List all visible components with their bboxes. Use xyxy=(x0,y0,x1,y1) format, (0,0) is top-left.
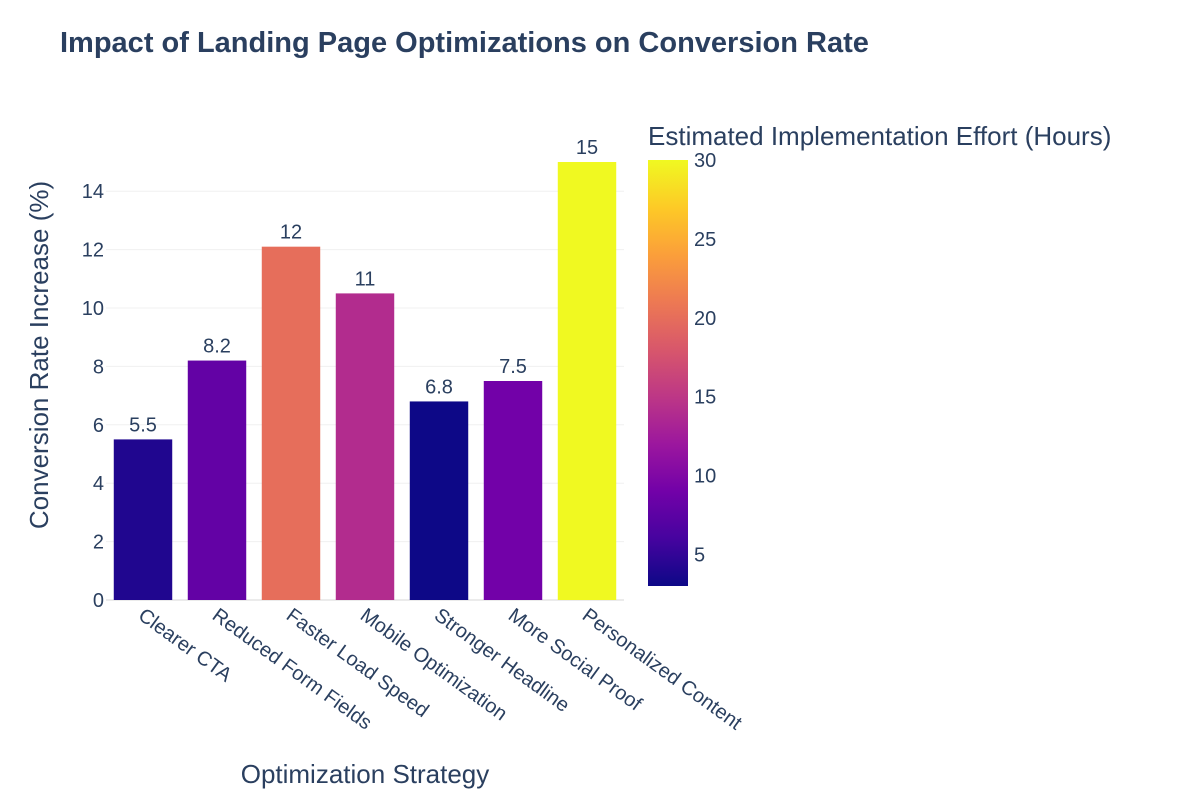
bar-value-label: 6.8 xyxy=(425,376,453,398)
colorbar-gradient xyxy=(648,160,688,586)
colorbar-tick-label: 10 xyxy=(694,466,716,488)
y-axis-title: Conversion Rate Increase (%) xyxy=(24,181,54,529)
colorbar-tick-label: 30 xyxy=(694,150,716,172)
x-axis-title: Optimization Strategy xyxy=(241,759,490,789)
x-tick-label: More Social Proof xyxy=(504,604,646,715)
bar xyxy=(335,293,395,600)
bar-value-label: 12 xyxy=(280,222,302,244)
bar-value-label: 7.5 xyxy=(499,356,527,378)
bar-value-label: 8.2 xyxy=(203,336,231,358)
bar xyxy=(187,360,247,600)
y-tick-label: 10 xyxy=(82,298,104,320)
y-tick-label: 8 xyxy=(93,356,104,378)
bar-value-label: 11 xyxy=(355,268,376,290)
bar xyxy=(409,401,469,600)
y-tick-label: 6 xyxy=(93,415,104,437)
bar xyxy=(261,246,321,600)
bars xyxy=(113,162,617,600)
bar-value-label: 15 xyxy=(576,137,598,159)
bar xyxy=(113,439,173,600)
colorbar-tick-label: 5 xyxy=(694,544,705,566)
y-tick-label: 12 xyxy=(82,240,104,262)
colorbar-title: Estimated Implementation Effort (Hours) xyxy=(648,121,1111,151)
bar xyxy=(557,162,617,600)
colorbar-tick-label: 15 xyxy=(694,387,716,409)
y-axis-ticks: 0 2 4 6 8 10 12 14 xyxy=(82,181,104,612)
y-tick-label: 0 xyxy=(93,590,104,612)
bar-value-label: 5.5 xyxy=(129,414,157,436)
colorbar-ticks: 5 10 15 20 25 30 xyxy=(694,150,716,566)
bar-value-labels: 5.5 8.2 12 11 6.8 7.5 15 xyxy=(129,137,598,436)
chart-title: Impact of Landing Page Optimizations on … xyxy=(60,27,869,59)
y-tick-label: 14 xyxy=(82,181,104,203)
y-tick-label: 2 xyxy=(93,532,104,554)
bar xyxy=(483,381,543,600)
colorbar-tick-label: 20 xyxy=(694,308,716,330)
y-tick-label: 4 xyxy=(93,473,104,495)
colorbar: Estimated Implementation Effort (Hours) … xyxy=(648,121,1111,586)
colorbar-tick-label: 25 xyxy=(694,229,716,251)
